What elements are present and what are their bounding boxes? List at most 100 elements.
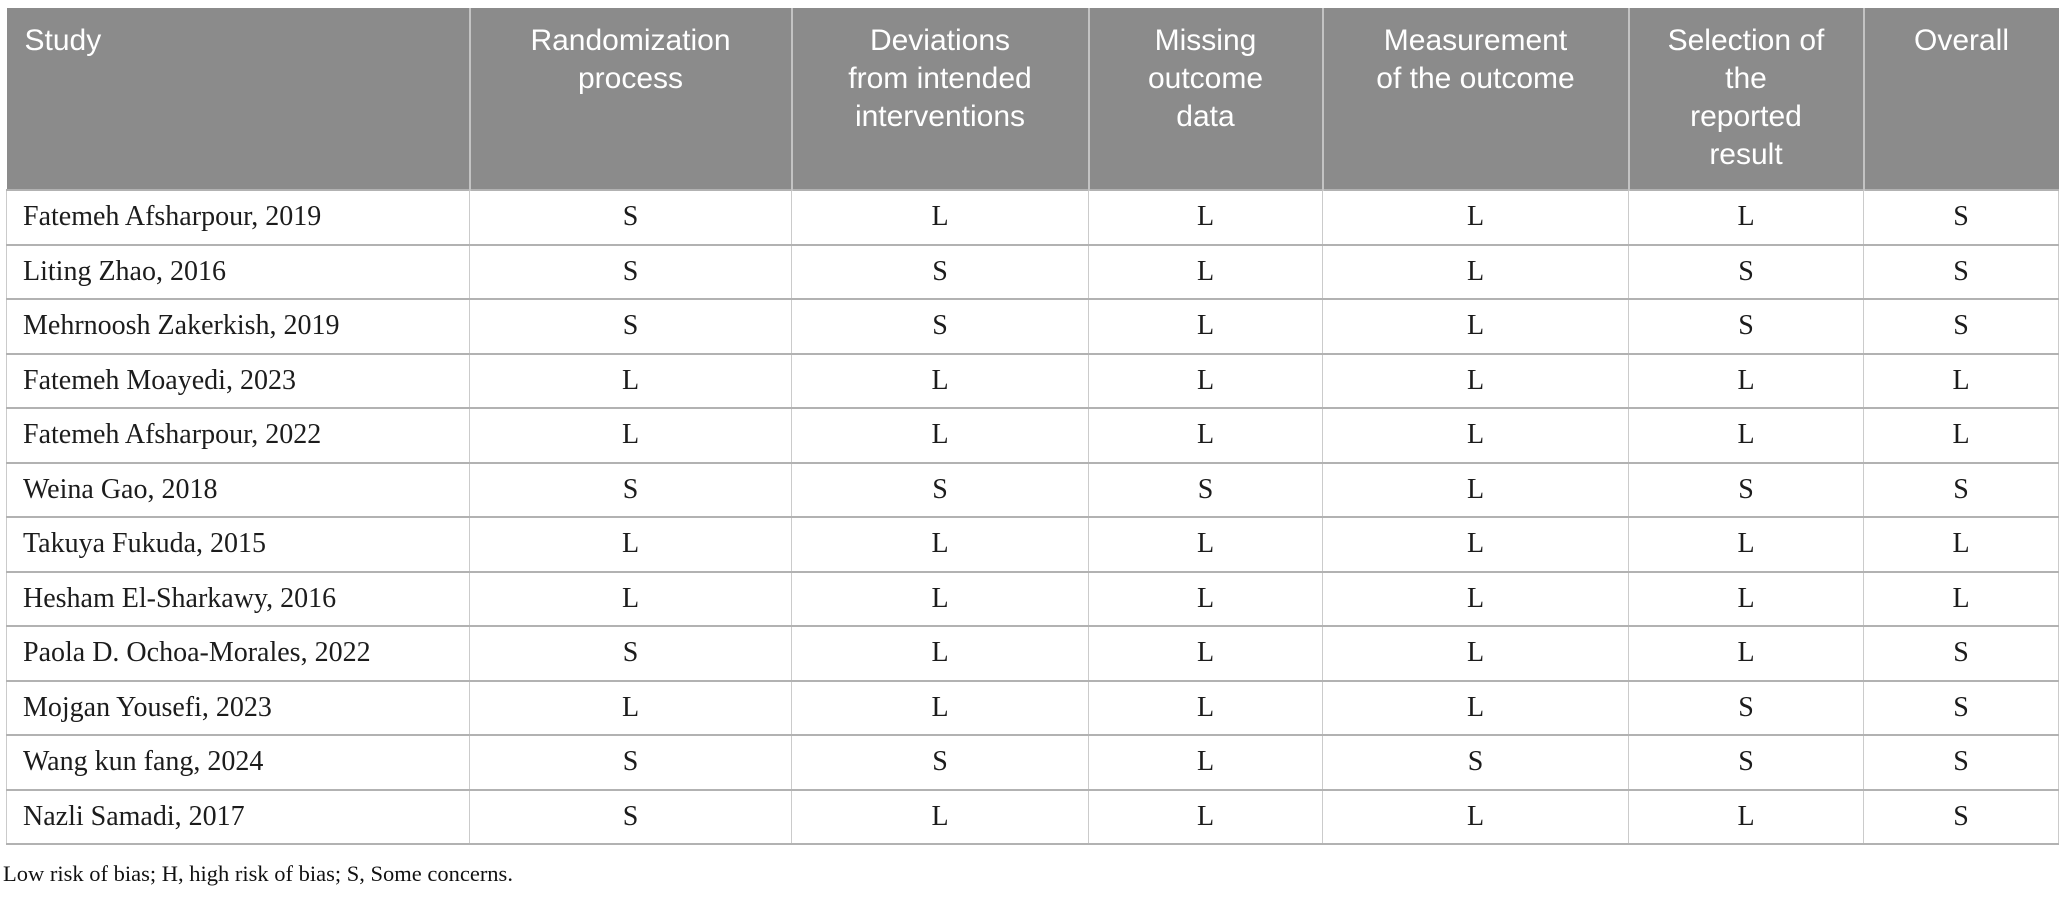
rating-cell-randomization-process: S: [469, 298, 792, 355]
rating-cell-randomization-process: L: [469, 570, 792, 627]
rating-cell-measurement-outcome: L: [1322, 298, 1629, 355]
column-header-missing-outcome-data: Missing outcome data: [1087, 8, 1323, 190]
table-row: Fatemeh Afsharpour, 2022 L L L L L L: [6, 407, 2059, 464]
rating-cell-randomization-process: S: [469, 461, 792, 518]
study-name-cell: Takuya Fukuda, 2015: [6, 516, 470, 573]
study-name-cell: Weina Gao, 2018: [6, 461, 470, 518]
rating-cell-overall: S: [1863, 679, 2059, 736]
rating-cell-selection-result: L: [1628, 570, 1864, 627]
header-row: Study Randomization process Deviations fro…: [6, 8, 2059, 190]
rating-cell-deviations: L: [791, 788, 1089, 845]
column-header-randomization-process: Randomization process: [468, 8, 792, 190]
rating-cell-randomization-process: L: [469, 407, 792, 464]
rating-cell-deviations: L: [791, 407, 1089, 464]
rating-cell-measurement-outcome: L: [1322, 461, 1629, 518]
rating-cell-missing-outcome-data: L: [1088, 679, 1323, 736]
rating-cell-deviations: L: [791, 516, 1089, 573]
rating-cell-deviations: S: [791, 243, 1089, 300]
rating-cell-selection-result: S: [1628, 298, 1864, 355]
rating-cell-measurement-outcome: L: [1322, 788, 1629, 845]
rating-cell-randomization-process: S: [469, 625, 792, 682]
rating-cell-measurement-outcome: L: [1322, 407, 1629, 464]
rating-cell-missing-outcome-data: L: [1088, 407, 1323, 464]
rating-cell-randomization-process: S: [469, 734, 792, 791]
rating-cell-overall: S: [1863, 189, 2059, 246]
table-row: Takuya Fukuda, 2015 L L L L L L: [6, 516, 2059, 573]
table-row: Nazli Samadi, 2017 S L L L L S: [6, 788, 2059, 845]
table-row: Mojgan Yousefi, 2023 L L L L S S: [6, 679, 2059, 736]
rating-cell-randomization-process: S: [469, 189, 792, 246]
rating-cell-missing-outcome-data: L: [1088, 788, 1323, 845]
rating-cell-overall: S: [1863, 788, 2059, 845]
rating-cell-deviations: S: [791, 298, 1089, 355]
rating-cell-selection-result: L: [1628, 516, 1864, 573]
rating-cell-overall: L: [1863, 407, 2059, 464]
rating-cell-overall: S: [1863, 625, 2059, 682]
rating-cell-deviations: L: [791, 625, 1089, 682]
rating-cell-missing-outcome-data: S: [1088, 461, 1323, 518]
rating-cell-measurement-outcome: L: [1322, 679, 1629, 736]
study-name-cell: Fatemeh Afsharpour, 2022: [6, 407, 470, 464]
rating-cell-deviations: L: [791, 679, 1089, 736]
rating-cell-measurement-outcome: L: [1322, 352, 1629, 409]
rating-cell-selection-result: L: [1628, 625, 1864, 682]
rating-cell-overall: L: [1863, 352, 2059, 409]
rating-cell-missing-outcome-data: L: [1088, 243, 1323, 300]
study-name-cell: Fatemeh Afsharpour, 2019: [6, 189, 470, 246]
rating-cell-randomization-process: S: [469, 788, 792, 845]
rating-cell-measurement-outcome: L: [1322, 243, 1629, 300]
rating-cell-measurement-outcome: S: [1322, 734, 1629, 791]
rating-cell-randomization-process: L: [469, 679, 792, 736]
column-header-selection-result: Selection of the reported result: [1627, 8, 1864, 190]
table-row: Weina Gao, 2018 S S S L S S: [6, 461, 2059, 518]
column-header-overall: Overall: [1862, 8, 2059, 190]
study-name-cell: Paola D. Ochoa-Morales, 2022: [6, 625, 470, 682]
study-name-cell: Wang kun fang, 2024: [6, 734, 470, 791]
column-header-study: Study: [6, 8, 470, 190]
table-body: Fatemeh Afsharpour, 2019 S L L L L S Liting Zha…: [6, 189, 2059, 845]
rating-cell-deviations: L: [791, 189, 1089, 246]
rating-cell-selection-result: S: [1628, 679, 1864, 736]
rating-cell-selection-result: L: [1628, 189, 1864, 246]
rating-cell-randomization-process: L: [469, 352, 792, 409]
rating-cell-measurement-outcome: L: [1322, 625, 1629, 682]
rating-cell-missing-outcome-data: L: [1088, 189, 1323, 246]
column-header-deviations: Deviations from intended interventions: [790, 8, 1089, 190]
study-name-cell: Liting Zhao, 2016: [6, 243, 470, 300]
study-name-cell: Fatemeh Moayedi, 2023: [6, 352, 470, 409]
rating-cell-missing-outcome-data: L: [1088, 625, 1323, 682]
table-row: Fatemeh Afsharpour, 2019 S L L L L S: [6, 189, 2059, 246]
table-footnote: Low risk of bias; H, high risk of bias; …: [3, 861, 513, 886]
rating-cell-selection-result: S: [1628, 734, 1864, 791]
table-row: Paola D. Ochoa-Morales, 2022 S L L L L S: [6, 625, 2059, 682]
rating-cell-selection-result: S: [1628, 243, 1864, 300]
rating-cell-overall: L: [1863, 516, 2059, 573]
rating-cell-measurement-outcome: L: [1322, 189, 1629, 246]
study-name-cell: Mehrnoosh Zakerkish, 2019: [6, 298, 470, 355]
rating-cell-deviations: L: [791, 570, 1089, 627]
rating-cell-deviations: L: [791, 352, 1089, 409]
table-row: Liting Zhao, 2016 S S L L S S: [6, 243, 2059, 300]
rating-cell-missing-outcome-data: L: [1088, 570, 1323, 627]
table-header: Study Randomization process Deviations fro…: [6, 8, 2059, 190]
rating-cell-deviations: S: [791, 461, 1089, 518]
study-name-cell: Nazli Samadi, 2017: [6, 788, 470, 845]
risk-of-bias-table: Study Randomization process Deviations fro…: [6, 8, 2059, 845]
study-name-cell: Hesham El-Sharkawy, 2016: [6, 570, 470, 627]
rating-cell-overall: S: [1863, 243, 2059, 300]
rating-cell-deviations: S: [791, 734, 1089, 791]
rating-cell-randomization-process: L: [469, 516, 792, 573]
study-name-cell: Mojgan Yousefi, 2023: [6, 679, 470, 736]
rating-cell-selection-result: S: [1628, 461, 1864, 518]
rating-cell-missing-outcome-data: L: [1088, 734, 1323, 791]
rating-cell-measurement-outcome: L: [1322, 516, 1629, 573]
column-header-measurement-outcome: Measurement of the outcome: [1321, 8, 1629, 190]
rating-cell-overall: S: [1863, 461, 2059, 518]
rating-cell-missing-outcome-data: L: [1088, 298, 1323, 355]
rating-cell-missing-outcome-data: L: [1088, 516, 1323, 573]
rating-cell-selection-result: L: [1628, 788, 1864, 845]
table-row: Fatemeh Moayedi, 2023 L L L L L L: [6, 352, 2059, 409]
rating-cell-missing-outcome-data: L: [1088, 352, 1323, 409]
table-row: Wang kun fang, 2024 S S L S S S: [6, 734, 2059, 791]
rating-cell-selection-result: L: [1628, 407, 1864, 464]
